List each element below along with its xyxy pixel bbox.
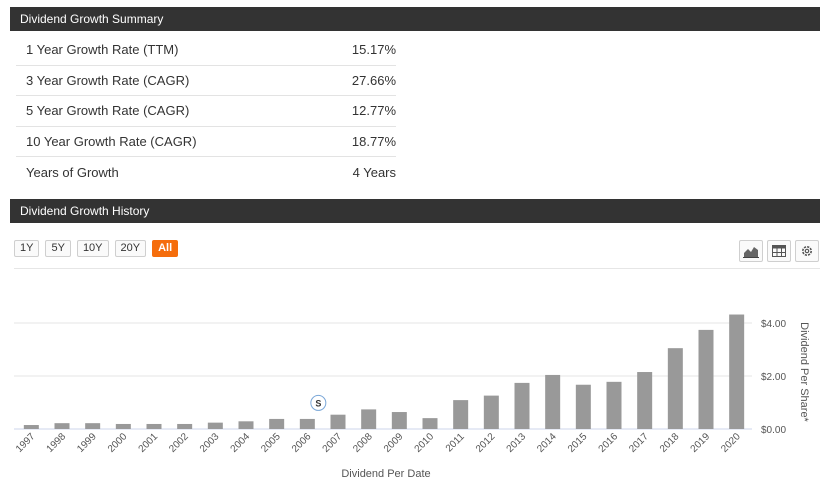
x-tick-label: 1998 <box>45 431 69 455</box>
bar-2012[interactable] <box>483 395 499 429</box>
y-tick-label: $2.00 <box>761 372 786 383</box>
range-button-20y[interactable]: 20Y <box>114 240 147 257</box>
summary-label: 5 Year Growth Rate (CAGR) <box>26 103 190 119</box>
x-tick-label: 2012 <box>474 431 498 455</box>
bar-2009[interactable] <box>391 412 407 429</box>
x-tick-label: 2009 <box>382 431 406 455</box>
y-axis-title: Dividend Per Share* <box>798 322 810 422</box>
x-tick-label: 2005 <box>259 431 283 455</box>
bar-2013[interactable] <box>514 382 530 429</box>
bar-1997[interactable] <box>23 425 39 429</box>
x-axis-title: Dividend Per Date <box>341 468 430 480</box>
area-chart-icon <box>743 247 759 258</box>
split-marker-label: S <box>315 398 321 408</box>
bar-2020[interactable] <box>729 314 745 429</box>
bar-2008[interactable] <box>361 409 377 429</box>
summary-table: 1 Year Growth Rate (TTM) 15.17% 3 Year G… <box>16 35 396 188</box>
x-tick-label: 2001 <box>137 431 161 455</box>
range-button-all[interactable]: All <box>152 240 179 257</box>
summary-row: 3 Year Growth Rate (CAGR) 27.66% <box>16 66 396 96</box>
bar-2001[interactable] <box>146 423 162 429</box>
summary-value: 12.77% <box>351 103 396 119</box>
bar-1999[interactable] <box>85 423 101 429</box>
x-tick-label: 2000 <box>106 431 130 455</box>
history-header: Dividend Growth History <box>10 199 820 223</box>
x-tick-label: 2004 <box>229 431 253 455</box>
summary-label: 3 Year Growth Rate (CAGR) <box>26 72 190 88</box>
bar-2019[interactable] <box>698 329 714 429</box>
x-tick-label: 1997 <box>14 431 38 455</box>
summary-row: 1 Year Growth Rate (TTM) 15.17% <box>16 35 396 66</box>
x-tick-label: 2008 <box>351 431 375 455</box>
summary-row: 5 Year Growth Rate (CAGR) 12.77% <box>16 96 396 127</box>
summary-label: 10 Year Growth Rate (CAGR) <box>26 133 197 149</box>
table-icon <box>772 245 786 257</box>
x-tick-label: 2002 <box>167 431 191 455</box>
summary-row: Years of Growth 4 Years <box>16 157 396 188</box>
split-marker[interactable] <box>310 394 327 411</box>
bar-2016[interactable] <box>606 381 622 429</box>
area-chart-button[interactable] <box>739 240 763 262</box>
bar-2004[interactable] <box>238 421 254 429</box>
x-tick-label: 2014 <box>535 431 559 455</box>
x-tick-label: 2019 <box>689 431 713 455</box>
range-selector: 1Y 5Y 10Y 20Y All <box>14 240 179 257</box>
bar-2011[interactable] <box>453 400 469 429</box>
bar-2000[interactable] <box>115 423 131 429</box>
range-button-5y[interactable]: 5Y <box>45 240 71 257</box>
x-tick-label: 2006 <box>290 431 314 455</box>
bar-2002[interactable] <box>177 423 193 429</box>
summary-value: 18.77% <box>351 133 396 149</box>
x-tick-label: 2003 <box>198 431 222 455</box>
range-button-1y[interactable]: 1Y <box>14 240 40 257</box>
range-button-10y[interactable]: 10Y <box>76 240 109 257</box>
x-tick-label: 2011 <box>444 431 467 454</box>
bar-2017[interactable] <box>637 372 653 429</box>
x-tick-label: 2020 <box>719 431 743 455</box>
bar-2006[interactable] <box>299 418 315 429</box>
x-tick-label: 2010 <box>413 431 437 455</box>
table-view-button[interactable] <box>767 240 791 262</box>
x-tick-label: 2015 <box>566 431 590 455</box>
bar-2015[interactable] <box>575 384 591 429</box>
summary-header: Dividend Growth Summary <box>10 7 820 31</box>
bar-1998[interactable] <box>54 423 70 429</box>
y-tick-label: $4.00 <box>761 319 786 330</box>
chart-divider <box>14 268 820 269</box>
x-tick-label: 1999 <box>75 431 99 455</box>
bar-2018[interactable] <box>667 348 683 429</box>
bar-2010[interactable] <box>422 418 438 429</box>
x-tick-label: 2018 <box>658 431 682 455</box>
gear-icon <box>802 246 812 256</box>
bar-2014[interactable] <box>545 374 561 429</box>
x-tick-label: 2013 <box>505 431 529 455</box>
summary-label: Years of Growth <box>26 164 119 180</box>
summary-label: 1 Year Growth Rate (TTM) <box>26 42 179 58</box>
settings-button[interactable] <box>795 240 819 262</box>
chart-toolbar <box>739 240 819 262</box>
summary-row: 10 Year Growth Rate (CAGR) 18.77% <box>16 127 396 157</box>
summary-value: 15.17% <box>351 42 396 58</box>
summary-value: 27.66% <box>351 72 396 88</box>
bar-2005[interactable] <box>269 418 285 429</box>
x-tick-label: 2007 <box>321 431 345 455</box>
x-tick-label: 2016 <box>597 431 621 455</box>
x-tick-label: 2017 <box>627 431 651 455</box>
summary-value: 4 Years <box>352 164 396 180</box>
y-tick-label: $0.00 <box>761 425 786 436</box>
bar-2007[interactable] <box>330 414 346 429</box>
bar-2003[interactable] <box>207 422 223 429</box>
dividend-chart: 1997 1998 1999 2000 2001 2002 2003 2004 2005 2006… <box>14 314 810 480</box>
